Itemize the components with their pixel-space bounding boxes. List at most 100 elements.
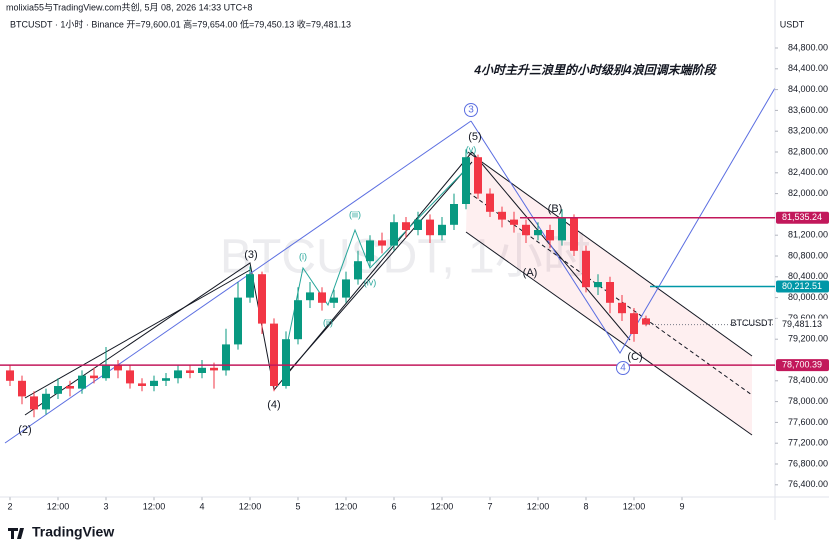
price-tag <box>776 359 829 372</box>
x-tick-label: 6 <box>391 501 396 511</box>
x-tick-label: 8 <box>583 501 588 511</box>
wave-label: 4 <box>620 363 626 374</box>
x-tick-label: 4 <box>199 501 204 511</box>
watermark: BTCUSDT, 1小时 <box>220 231 591 284</box>
candle-body <box>402 222 410 230</box>
candle-body <box>30 396 38 410</box>
wave-circle <box>464 103 478 117</box>
candle-body <box>6 370 14 381</box>
wave-label: (5) <box>468 131 481 143</box>
price-tag-label: 78,700.39 <box>782 360 822 370</box>
x-tick-label: 12:00 <box>47 501 70 511</box>
candle-body <box>606 282 614 303</box>
y-tick-label: 78,000.00 <box>788 396 828 406</box>
candle-body <box>378 240 386 246</box>
candle-body <box>306 292 314 301</box>
x-tick-label: 12:00 <box>623 501 646 511</box>
y-tick-label: 80,400.00 <box>788 271 828 281</box>
wave-label: (v) <box>466 144 477 154</box>
candle-body <box>510 219 518 225</box>
y-tick-label: 79,200.00 <box>788 334 828 344</box>
wave-label: (A) <box>523 267 538 279</box>
candle-body <box>102 365 110 379</box>
candle-body <box>282 339 290 386</box>
y-tick-label: 82,800.00 <box>788 146 828 156</box>
candle-body <box>570 217 578 251</box>
price-tag-label: 81,535.24 <box>782 212 822 222</box>
candle-body <box>186 370 194 373</box>
wave-label: (C) <box>627 351 642 363</box>
candle-body <box>78 375 86 389</box>
y-tick-label: 82,400.00 <box>788 167 828 177</box>
candle-body <box>390 222 398 246</box>
candle-body <box>558 217 566 241</box>
candle-body <box>270 323 278 386</box>
candle-body <box>114 365 122 371</box>
header: molixia55与TradingView.com共创, 5月 08, 2026… <box>6 1 252 12</box>
wave-label: (iv) <box>364 277 377 287</box>
x-tick-label: 2 <box>7 501 12 511</box>
y-tick-label: 77,200.00 <box>788 438 828 448</box>
y-tick-label: 83,200.00 <box>788 126 828 136</box>
y-tick-label: 77,600.00 <box>788 417 828 427</box>
legend: BTCUSDT · 1小时 · Binance 开=79,600.01 高=79… <box>10 18 351 29</box>
x-tick-label: 9 <box>679 501 684 511</box>
y-tick-label: 84,400.00 <box>788 63 828 73</box>
y-tick-label: 82,000.00 <box>788 188 828 198</box>
candle-body <box>138 383 146 386</box>
candle-body <box>594 282 602 288</box>
wave-label: 3 <box>468 105 474 116</box>
wave-label: (3) <box>244 249 257 261</box>
candle-body <box>450 204 458 225</box>
candle-body <box>294 300 302 340</box>
brand: TradingView <box>32 524 114 540</box>
candle-body <box>246 274 254 298</box>
candle-body <box>150 380 158 386</box>
wave-label: (2) <box>18 424 31 436</box>
candle-body <box>90 375 98 379</box>
y-axis-label: USDT <box>780 19 805 29</box>
candle-body <box>474 157 482 194</box>
y-tick-label: 81,200.00 <box>788 230 828 240</box>
annotation-title: 4小时主升三浪里的小时级别4浪回调末端阶段 <box>473 63 717 77</box>
candle-body <box>630 313 638 334</box>
wave-lines <box>284 164 471 356</box>
candle-body <box>498 211 506 220</box>
candle-body <box>366 240 374 262</box>
y-tick-label: 79,600.00 <box>788 313 828 323</box>
candle-body <box>582 250 590 288</box>
candle-body <box>174 370 182 379</box>
candle-body <box>642 318 650 325</box>
wave-label: (ii) <box>323 317 333 327</box>
candle-body <box>486 193 494 212</box>
candle-body <box>426 219 434 236</box>
y-tick-label: 76,400.00 <box>788 479 828 489</box>
candle-body <box>438 224 446 236</box>
candle-body <box>126 370 134 384</box>
y-tick-label: 80,800.00 <box>788 250 828 260</box>
candle-body <box>522 224 530 236</box>
candle-body <box>198 367 206 373</box>
wave-label: (i) <box>299 251 307 261</box>
x-tick-label: 12:00 <box>239 501 262 511</box>
x-tick-label: 3 <box>103 501 108 511</box>
y-tick-label: 80,000.00 <box>788 292 828 302</box>
candle-body <box>222 344 230 371</box>
wave-circle <box>616 361 630 375</box>
candle-body <box>210 367 218 371</box>
candle-body <box>414 219 422 230</box>
y-tick-label: 83,600.00 <box>788 105 828 115</box>
candle-body <box>546 230 554 241</box>
logo <box>8 528 24 539</box>
last-price-name: BTCUSDT <box>731 318 774 328</box>
y-tick-label: 78,400.00 <box>788 375 828 385</box>
x-tick-label: 5 <box>295 501 300 511</box>
y-tick-label: 84,000.00 <box>788 84 828 94</box>
last-price-label: 79,481.13 <box>782 319 822 329</box>
candle-body <box>618 302 626 314</box>
x-tick-label: 12:00 <box>527 501 550 511</box>
candle-body <box>18 380 26 397</box>
price-tag <box>776 211 829 224</box>
